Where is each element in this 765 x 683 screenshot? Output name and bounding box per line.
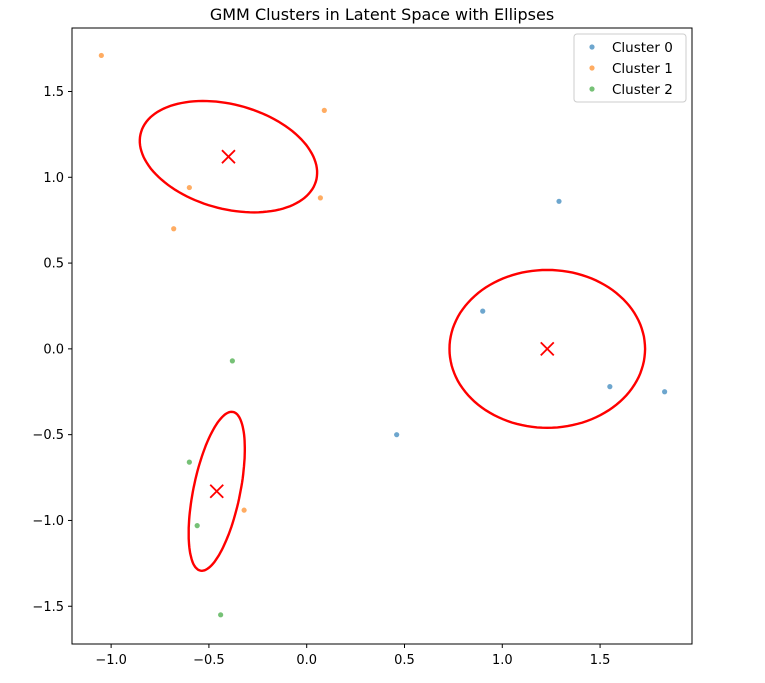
cluster-2-point <box>229 358 235 364</box>
cluster-2-point <box>218 612 224 618</box>
cluster-ellipses <box>138 99 647 573</box>
chart-title: GMM Clusters in Latent Space with Ellips… <box>210 5 554 24</box>
legend-label: Cluster 1 <box>612 61 673 77</box>
y-tick-label: −0.5 <box>32 428 64 443</box>
cluster-1-point <box>186 184 192 191</box>
cluster-0-point <box>394 432 400 438</box>
legend-label: Cluster 2 <box>612 82 673 98</box>
x-tick-label: −1.0 <box>95 653 127 668</box>
cluster-0-point <box>480 308 486 314</box>
cluster-1-point <box>317 195 323 201</box>
cluster-2-point <box>194 523 200 529</box>
cluster-0-point <box>607 384 613 390</box>
cluster-0-point <box>662 389 668 395</box>
x-axis: −1.0 −0.5 0.0 0.5 1.0 1.5 <box>95 644 610 668</box>
x-tick-label: 1.5 <box>590 653 611 668</box>
legend-box <box>573 33 687 103</box>
cluster-0-point <box>556 198 562 204</box>
cluster-centroids <box>209 149 555 499</box>
x-tick-label: −0.5 <box>193 653 225 668</box>
x-tick-label: 0.5 <box>394 653 415 668</box>
legend-marker <box>589 44 595 50</box>
plot-area <box>71 27 693 645</box>
cluster-1-point <box>241 507 247 513</box>
centroid-marker-2 <box>209 484 224 499</box>
cluster-ellipse-2 <box>187 410 247 573</box>
legend-marker <box>589 86 595 92</box>
centroid-marker-1 <box>540 341 555 357</box>
x-tick-label: 0.0 <box>296 653 317 668</box>
centroid-marker-0 <box>221 149 236 164</box>
cluster-1-point <box>171 226 177 232</box>
legend: Cluster 0 Cluster 1 Cluster 2 <box>573 33 687 103</box>
data-points <box>98 52 668 618</box>
y-tick-label: 0.0 <box>43 342 64 357</box>
y-tick-label: −1.5 <box>32 600 64 615</box>
y-tick-label: 1.5 <box>43 85 64 100</box>
cluster-ellipse-1 <box>448 268 647 430</box>
y-tick-label: 0.5 <box>43 257 64 272</box>
cluster-2-point <box>186 459 192 465</box>
y-tick-label: −1.0 <box>32 514 64 529</box>
y-axis: −1.5 −1.0 −0.5 0.0 0.5 1.0 1.5 <box>32 85 72 615</box>
cluster-1-point <box>321 107 327 113</box>
y-tick-label: 1.0 <box>43 171 64 186</box>
cluster-1-point <box>98 52 104 59</box>
x-tick-label: 1.0 <box>492 653 513 668</box>
legend-label: Cluster 0 <box>612 40 673 56</box>
legend-marker <box>589 65 595 71</box>
cluster-ellipse-0 <box>138 99 319 214</box>
